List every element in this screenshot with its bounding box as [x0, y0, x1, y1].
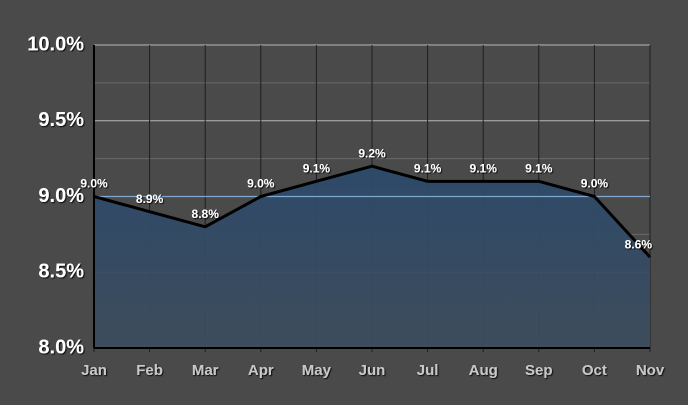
- x-tick-label: Jan: [81, 362, 107, 379]
- data-label: 9.2%: [358, 146, 386, 160]
- data-label: 9.0%: [247, 177, 275, 191]
- x-tick-label: Mar: [192, 362, 219, 379]
- x-tick-label: Nov: [636, 362, 665, 379]
- data-label: 8.9%: [136, 192, 164, 206]
- x-tick-label: Oct: [582, 362, 607, 379]
- data-label: 9.1%: [414, 162, 442, 176]
- x-tick-label: Sep: [525, 362, 553, 379]
- x-tick-label: May: [302, 362, 332, 379]
- data-label: 9.1%: [303, 162, 331, 176]
- x-tick-label: Jun: [359, 362, 386, 379]
- x-tick-label: Apr: [248, 362, 274, 379]
- x-tick-label: Aug: [469, 362, 498, 379]
- area: [94, 166, 650, 348]
- x-tick-label: Feb: [136, 362, 163, 379]
- y-tick-label: 9.0%: [38, 185, 84, 207]
- y-tick-label: 8.0%: [38, 336, 84, 358]
- data-label: 9.0%: [581, 177, 609, 191]
- data-label: 8.8%: [192, 207, 220, 221]
- y-tick-label: 8.5%: [38, 261, 84, 283]
- y-tick-label: 9.5%: [38, 109, 84, 131]
- data-label: 9.1%: [470, 162, 498, 176]
- line: [93, 164, 652, 259]
- x-tick-label: Jul: [417, 362, 439, 379]
- y-tick-label: 10.0%: [27, 33, 84, 55]
- data-label: 8.6%: [625, 237, 653, 251]
- data-label: 9.0%: [80, 177, 108, 191]
- data-label: 9.1%: [525, 162, 553, 176]
